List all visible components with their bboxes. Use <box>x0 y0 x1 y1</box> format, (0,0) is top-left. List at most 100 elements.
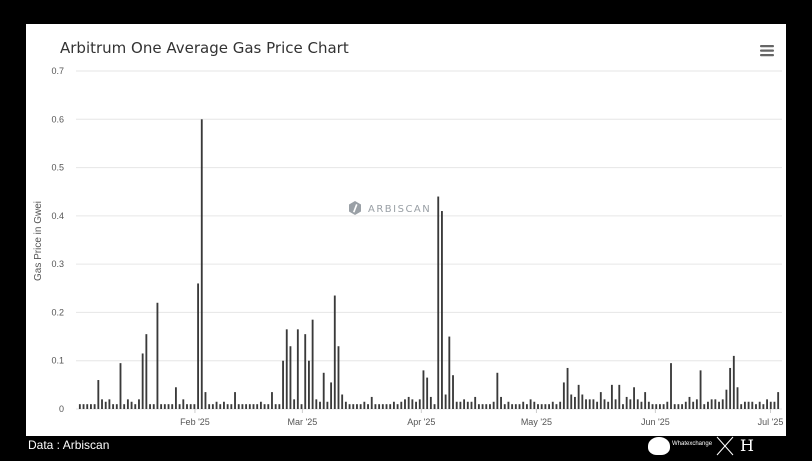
bar <box>267 404 270 409</box>
bar <box>622 404 624 409</box>
bar <box>477 404 480 409</box>
bar <box>695 399 698 409</box>
bar <box>459 401 462 409</box>
bar <box>200 119 203 409</box>
whatexchange-brand: Whatexchange <box>648 436 714 456</box>
bar <box>308 360 310 409</box>
bar <box>381 404 384 409</box>
data-source-label: Data : Arbiscan <box>28 438 110 452</box>
bar <box>304 334 307 409</box>
bar <box>718 401 720 409</box>
x-axis-ticks: Feb '25 Mar '25 Apr '25 May '25 Jun '25 Jul '… <box>180 409 783 427</box>
x-tick-label: Jul '25 <box>758 417 784 427</box>
bar <box>289 346 292 409</box>
bar <box>455 401 458 409</box>
bar <box>426 377 429 409</box>
bar <box>659 404 661 409</box>
bar <box>433 404 436 409</box>
bar <box>367 404 369 409</box>
bar <box>344 401 347 409</box>
menu-icon[interactable] <box>760 45 774 57</box>
bar <box>607 401 610 409</box>
bar <box>211 404 214 409</box>
bar <box>681 404 684 409</box>
bar <box>174 387 177 409</box>
bar <box>577 384 580 409</box>
bar <box>444 394 447 409</box>
bar <box>248 404 251 409</box>
bar <box>418 399 421 409</box>
bar <box>574 396 576 409</box>
bar <box>322 372 325 409</box>
bar <box>481 404 484 409</box>
bar <box>500 396 502 409</box>
bar <box>171 404 174 409</box>
x-tick-label: Apr '25 <box>407 417 435 427</box>
bar <box>197 283 200 409</box>
bar <box>363 401 366 409</box>
bar <box>743 401 746 409</box>
bar <box>537 404 539 409</box>
bar <box>714 399 717 409</box>
bar <box>241 404 244 409</box>
bar <box>640 401 643 409</box>
bar <box>359 404 362 409</box>
bar <box>348 404 351 409</box>
bar <box>230 404 233 409</box>
bar <box>352 404 355 409</box>
bar <box>407 396 410 409</box>
bar <box>178 404 181 409</box>
bar <box>721 399 724 409</box>
x-tick-label: Mar '25 <box>288 417 318 427</box>
bar <box>163 404 166 409</box>
bar <box>518 404 521 409</box>
bar <box>592 399 595 409</box>
bar <box>474 396 477 409</box>
bar <box>252 404 255 409</box>
bar <box>707 401 709 409</box>
y-tick-label: 0.6 <box>51 114 64 124</box>
bar <box>566 367 569 409</box>
bar <box>315 399 318 409</box>
bar <box>529 399 532 409</box>
bar <box>540 404 543 409</box>
bar <box>629 399 632 409</box>
bar <box>112 404 115 409</box>
bar <box>115 404 118 409</box>
bar <box>736 387 739 409</box>
bar <box>189 404 192 409</box>
bar <box>256 404 259 409</box>
bar <box>167 404 170 409</box>
bar <box>182 399 185 409</box>
bar <box>766 399 768 409</box>
bar <box>108 399 111 409</box>
bar <box>729 367 732 409</box>
bar <box>448 336 451 409</box>
bar <box>503 404 506 409</box>
bar <box>378 404 381 409</box>
bar <box>773 401 776 409</box>
bar <box>404 399 406 409</box>
bar <box>389 404 392 409</box>
bar <box>581 394 584 409</box>
bar <box>625 396 628 409</box>
bar <box>673 404 676 409</box>
bar <box>101 399 103 409</box>
grid-lines <box>76 70 782 410</box>
bar <box>755 404 757 409</box>
bar <box>93 404 96 409</box>
bar <box>548 404 551 409</box>
bar <box>422 370 425 409</box>
bar <box>463 399 466 409</box>
bar <box>311 319 314 409</box>
bar <box>97 380 100 409</box>
bar <box>769 401 772 409</box>
bar <box>710 399 713 409</box>
bar <box>496 372 499 409</box>
bar <box>330 382 333 409</box>
bar <box>522 401 525 409</box>
x-tick-label: May '25 <box>521 417 552 427</box>
y-tick-label: 0.2 <box>51 307 64 317</box>
bar <box>670 363 672 409</box>
bar <box>341 394 344 409</box>
